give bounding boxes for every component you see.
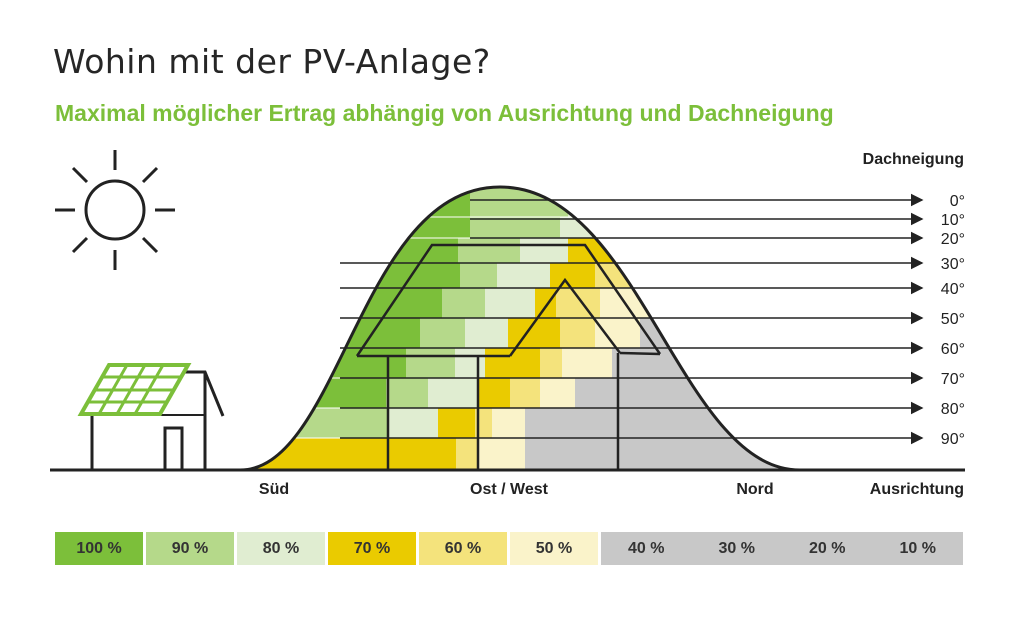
heatmap-cell [556,288,600,318]
heatmap-cell [240,263,460,288]
solar-panel-icon [77,363,192,416]
legend-chip-70: 70 % [328,532,416,565]
heatmap-cell [388,408,438,438]
heatmap-cell [438,408,475,438]
heatmap-cell [240,408,388,438]
heatmap-cell [560,318,595,348]
heatmap-cell [575,378,800,408]
yield-curve [239,185,801,472]
heatmap-cell [640,318,800,348]
heatmap-cell [492,408,525,438]
tilt-tick-label: 10° [941,212,965,229]
legend: 100 % 90 % 80 % 70 % 60 % 50 % 40 % 30 %… [55,532,965,565]
heatmap-cell [458,238,520,263]
page-title: Wohin mit der PV-Anlage? [53,42,491,81]
house-outline [355,243,662,470]
tilt-lines: 0° 10° 20° 30° 40° 50° 60° 70° 80° 90° [340,193,965,448]
tilt-tick-label: 70° [941,371,965,388]
yield-heatmap [240,187,800,470]
heatmap-cell [240,288,442,318]
heatmap-cell [485,288,535,318]
legend-chip-100: 100 % [55,532,143,565]
orientation-tick-sued: Süd [259,481,289,498]
heatmap-cell [520,238,568,263]
tilt-tick-label: 20° [941,231,965,248]
legend-chip-50: 50 % [510,532,598,565]
heatmap-cell [240,318,420,348]
heatmap-cell [388,438,456,470]
legend-label-30: 30 % [718,539,755,557]
heatmap-cell [478,438,525,470]
heatmap-cell [550,263,595,288]
heatmap-cell [595,318,640,348]
heatmap-cell [497,263,550,288]
heatmap-cell [540,348,562,378]
heatmap-cell [442,288,485,318]
legend-chip-60: 60 % [419,532,507,565]
heatmap-cell [525,438,800,470]
orientation-tick-nord: Nord [736,481,773,498]
heatmap-cell [478,378,510,408]
legend-label-40: 40 % [628,539,665,557]
heatmap-cell [428,378,478,408]
heatmap-cell [460,263,497,288]
tilt-tick-label: 30° [941,256,965,273]
orientation-axis-label: Ausrichtung [870,481,964,498]
legend-label-20: 20 % [809,539,846,557]
tilt-tick-label: 80° [941,401,965,418]
heatmap-cell [600,288,800,318]
heatmap-cell [568,187,800,217]
tilt-tick-label: 0° [950,193,965,210]
legend-label-10: 10 % [899,539,936,557]
sun-icon [55,150,175,270]
heatmap-cell [535,288,556,318]
heatmap-cell [240,238,458,263]
heatmap-cell [562,348,612,378]
heatmap-cell [240,217,470,238]
tilt-tick-label: 60° [941,341,965,358]
heatmap-cell [525,408,800,438]
heatmap-cell [465,318,508,348]
heatmap-cell [240,378,386,408]
heatmap-cell [420,318,465,348]
heatmap-cell [240,348,406,378]
heatmap-cell [560,217,800,238]
heatmap-cell [455,348,485,378]
page-subtitle: Maximal möglicher Ertrag abhängig von Au… [55,100,834,126]
heatmap-cell [456,438,478,470]
tilt-tick-label: 90° [941,431,965,448]
legend-chip-80: 80 % [237,532,325,565]
heatmap-cell [568,238,800,263]
heatmap-cell [470,217,560,238]
heatmap-cell [510,378,540,408]
tilt-axis-label: Dachneigung [863,151,964,168]
legend-chip-grey: 40 % 30 % 20 % 10 % [601,532,963,565]
tilt-tick-label: 50° [941,311,965,328]
heatmap-cell [406,348,455,378]
heatmap-cell [540,378,575,408]
legend-chip-90: 90 % [146,532,234,565]
tilt-tick-label: 40° [941,281,965,298]
heatmap-cell [386,378,428,408]
orientation-tick-ost-west: Ost / West [470,481,549,498]
